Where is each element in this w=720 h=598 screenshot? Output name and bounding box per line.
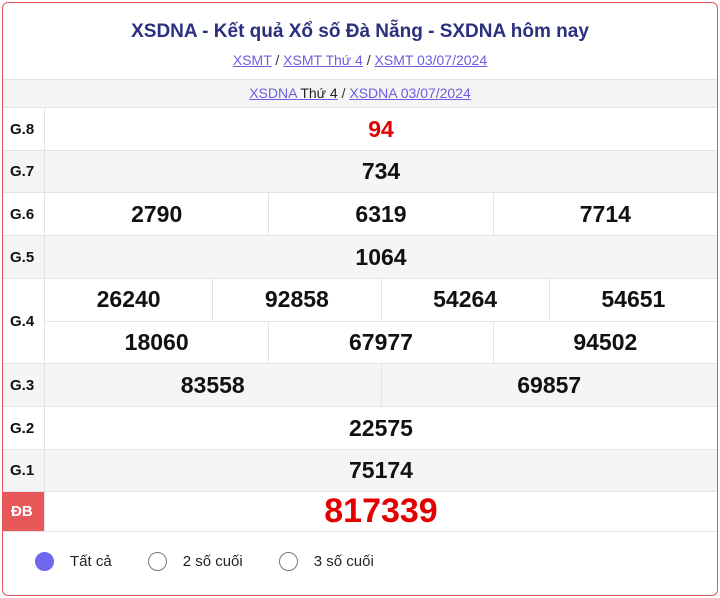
prize-row-g6: G.6 2790 6319 7714 <box>3 193 717 236</box>
prize-number: 75174 <box>349 457 413 483</box>
sub-navigation: XSDNA Thứ 4 / XSDNA 03/07/2024 <box>3 79 717 108</box>
filter-label: 3 số cuối <box>313 552 374 570</box>
prize-row-g4: G.4 26240 92858 54264 54651 18060 67977 … <box>3 279 717 364</box>
filter-last-3[interactable]: 3 số cuối <box>278 551 374 571</box>
link-suffix: Thứ 4 <box>300 85 338 101</box>
prize-number: 7714 <box>492 193 717 235</box>
radio-icon[interactable] <box>278 551 298 571</box>
prize-number: 54264 <box>380 279 549 321</box>
link-xsdna-weekday[interactable]: XSDNA Thứ 4 <box>249 85 338 101</box>
prize-row-g3: G.3 83558 69857 <box>3 364 717 407</box>
breadcrumb-xsmt-weekday[interactable]: XSMT Thứ 4 <box>283 52 363 68</box>
prize-row-g2: G.2 22575 <box>3 407 717 450</box>
radio-icon[interactable] <box>147 551 167 571</box>
prize-label: ĐB <box>3 492 45 531</box>
prize-number: 83558 <box>180 371 245 398</box>
prize-row-g5: G.5 1064 <box>3 236 717 279</box>
breadcrumb: XSMT / XSMT Thứ 4 / XSMT 03/07/2024 <box>232 52 488 68</box>
prize-row-g8: G.8 94 <box>3 108 717 151</box>
prize-number: 94 <box>368 115 394 142</box>
prize-number: 92858 <box>212 279 380 321</box>
prize-label: G.2 <box>3 407 45 449</box>
prize-label: G.5 <box>3 236 45 278</box>
page-title: XSDNA - Kết quả Xổ số Đà Nẵng - SXDNA hô… <box>131 21 589 42</box>
prize-row-g1: G.1 75174 <box>3 450 717 492</box>
prize-number: 22575 <box>349 414 413 441</box>
link-xsdna-date[interactable]: XSDNA 03/07/2024 <box>349 85 471 101</box>
prize-number: 94502 <box>492 321 717 363</box>
prize-number: 6319 <box>268 193 492 235</box>
special-prize-number: 817339 <box>324 492 438 530</box>
header: XSDNA - Kết quả Xổ số Đà Nẵng - SXDNA hô… <box>3 3 717 79</box>
filter-label: 2 số cuối <box>182 552 243 570</box>
prize-number: 69857 <box>380 364 718 406</box>
prize-number: 26240 <box>96 286 161 313</box>
prize-label: G.4 <box>3 279 45 363</box>
radio-selected-icon[interactable] <box>35 551 54 571</box>
prize-number: 67977 <box>268 321 492 363</box>
prize-label: G.1 <box>3 450 45 491</box>
prize-row-special: ĐB 817339 <box>3 492 717 532</box>
prize-number: 1064 <box>355 243 407 270</box>
digit-filter: Tất cả 2 số cuối 3 số cuối <box>3 532 717 590</box>
prize-number: 734 <box>361 158 401 184</box>
breadcrumb-xsmt[interactable]: XSMT <box>232 52 272 68</box>
prize-label: G.3 <box>3 364 45 406</box>
prize-number: 18060 <box>124 328 189 355</box>
filter-all[interactable]: Tất cả <box>35 551 112 571</box>
link-prefix: XSDNA <box>249 85 297 101</box>
prize-label: G.7 <box>3 151 45 192</box>
filter-label: Tất cả <box>70 552 112 570</box>
prize-row-g7: G.7 734 <box>3 151 717 193</box>
prize-label: G.6 <box>3 193 45 235</box>
breadcrumb-xsmt-date[interactable]: XSMT 03/07/2024 <box>374 52 488 68</box>
prize-number: 2790 <box>131 200 183 227</box>
filter-last-2[interactable]: 2 số cuối <box>147 551 243 571</box>
prize-number: 54651 <box>548 279 717 321</box>
prize-label: G.8 <box>3 108 45 150</box>
